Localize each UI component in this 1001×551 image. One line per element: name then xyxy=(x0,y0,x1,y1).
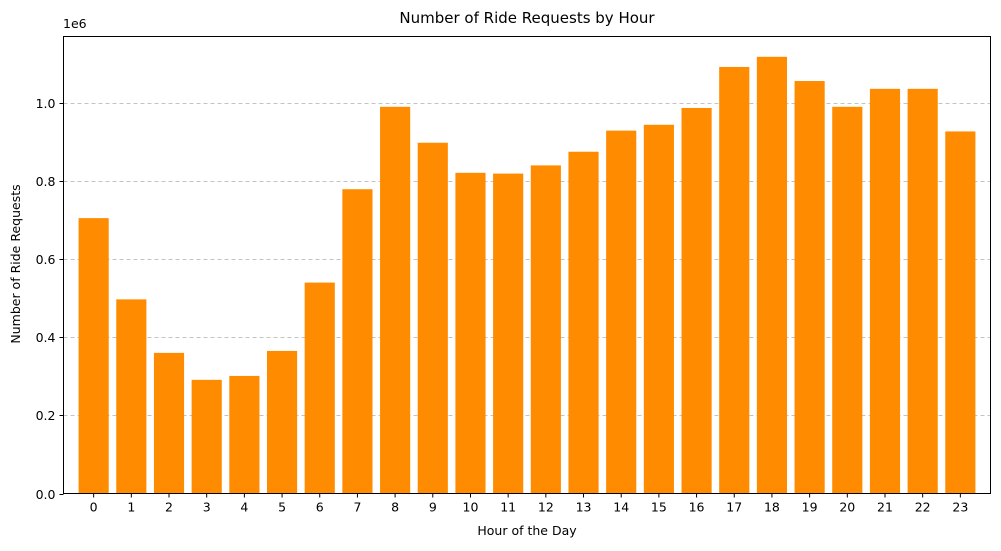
x-tick-label: 10 xyxy=(463,500,479,515)
bar-hour-16 xyxy=(681,107,712,494)
x-tick-label: 13 xyxy=(576,500,592,515)
y-axis-title: Number of Ride Requests xyxy=(8,184,23,343)
bar-hour-18 xyxy=(756,56,788,494)
bar-hour-2 xyxy=(153,352,185,494)
x-axis-title: Hour of the Day xyxy=(477,523,577,538)
y-tick-label: 0.8 xyxy=(36,174,56,189)
x-tick-label: 5 xyxy=(278,500,286,515)
x-tick-label: 3 xyxy=(203,500,211,515)
x-tick-label: 20 xyxy=(839,500,855,515)
x-tick-label: 15 xyxy=(651,500,667,515)
y-axis-ticks: 0.0 0.2 0.4 0.6 0.8 1.0 xyxy=(36,96,64,502)
plot-frame xyxy=(63,36,991,494)
bar-hour-1 xyxy=(116,299,147,494)
x-tick-label: 16 xyxy=(689,500,705,515)
bar-hour-17 xyxy=(719,66,750,494)
bar-hour-14 xyxy=(606,130,637,494)
bar-hour-21 xyxy=(869,88,901,494)
x-tick-label: 4 xyxy=(240,500,248,515)
chart-title: Number of Ride Requests by Hour xyxy=(399,9,655,27)
bar-hour-23 xyxy=(945,131,976,494)
x-tick-label: 11 xyxy=(500,500,516,515)
bar-hour-0 xyxy=(78,218,109,494)
x-tick-label: 21 xyxy=(877,500,893,515)
y-tick-label: 0.4 xyxy=(36,330,56,345)
bar-hour-5 xyxy=(266,350,298,494)
bar-hour-20 xyxy=(832,106,863,494)
x-tick-label: 22 xyxy=(915,500,931,515)
bar-hour-10 xyxy=(455,172,486,494)
x-tick-label: 8 xyxy=(391,500,399,515)
bar-hour-19 xyxy=(794,81,825,494)
y-tick-label: 0.6 xyxy=(36,252,56,267)
x-tick-label: 23 xyxy=(952,500,968,515)
x-tick-label: 19 xyxy=(802,500,818,515)
bar-hour-4 xyxy=(229,375,260,494)
bar-hour-3 xyxy=(191,379,222,494)
y-tick-label: 1.0 xyxy=(36,96,56,111)
x-tick-label: 7 xyxy=(353,500,361,515)
bar-hour-22 xyxy=(907,88,938,494)
bar-hour-11 xyxy=(493,173,524,494)
x-tick-label: 9 xyxy=(429,500,437,515)
y-tick-label: 0.2 xyxy=(36,408,56,423)
bars xyxy=(78,56,976,494)
x-axis-ticks: 0 1 2 3 4 5 6 7 8 9 10 11 12 13 14 15 16 17 18 19 20 21 22 23 xyxy=(90,493,968,515)
bar-hour-6 xyxy=(304,282,335,494)
x-tick-label: 12 xyxy=(538,500,554,515)
x-tick-label: 6 xyxy=(316,500,324,515)
x-tick-label: 14 xyxy=(613,500,629,515)
bar-hour-7 xyxy=(342,189,373,494)
x-tick-label: 1 xyxy=(127,500,135,515)
bar-hour-15 xyxy=(643,124,674,494)
y-offset-text: 1e6 xyxy=(63,16,87,31)
x-tick-label: 18 xyxy=(764,500,780,515)
bar-hour-12 xyxy=(530,165,561,494)
y-tick-label: 0.0 xyxy=(36,487,56,502)
x-tick-label: 2 xyxy=(165,500,173,515)
x-tick-label: 17 xyxy=(726,500,742,515)
bar-hour-9 xyxy=(417,142,448,494)
x-tick-label: 0 xyxy=(90,500,98,515)
bar-hour-8 xyxy=(380,106,411,494)
bar-hour-13 xyxy=(568,151,599,494)
